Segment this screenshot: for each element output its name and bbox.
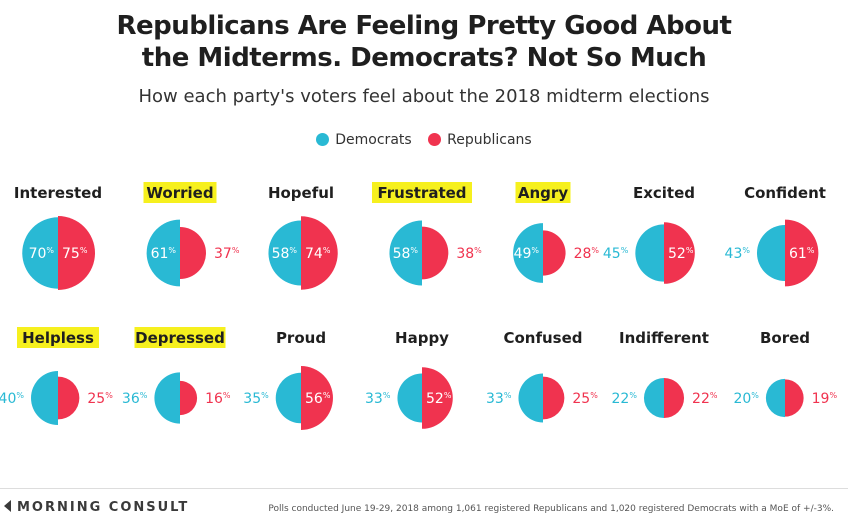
republicans-half bbox=[180, 380, 198, 416]
emotion-label: Angry bbox=[518, 184, 568, 202]
republicans-half bbox=[422, 226, 449, 280]
source-note: Polls conducted June 19-29, 2018 among 1… bbox=[268, 504, 834, 514]
brand-chevron-icon bbox=[4, 500, 11, 512]
emotion-label: Indifferent bbox=[619, 329, 709, 347]
highlight-marker bbox=[17, 327, 99, 348]
democrats-half bbox=[397, 373, 422, 423]
brand-name: MORNING CONSULT bbox=[17, 500, 190, 515]
republicans-half bbox=[543, 230, 566, 276]
democrats-half bbox=[22, 217, 58, 289]
republicans-half bbox=[785, 219, 819, 287]
democrats-half bbox=[389, 220, 422, 286]
democrats-value: 36% bbox=[122, 391, 148, 407]
republicans-half bbox=[58, 376, 80, 420]
republicans-value: 22% bbox=[692, 391, 718, 407]
republicans-value: 37% bbox=[214, 246, 240, 262]
democrats-half bbox=[513, 223, 543, 283]
brand-logo: MORNING CONSULT bbox=[4, 500, 189, 515]
emotion-label: Bored bbox=[760, 329, 810, 347]
title-line-2: the Midterms. Democrats? Not So Much bbox=[141, 43, 707, 73]
emotion-label: Depressed bbox=[135, 329, 225, 347]
emotion-label: Excited bbox=[633, 184, 695, 202]
republicans-value: 38% bbox=[456, 246, 482, 262]
democrats-half bbox=[31, 370, 58, 426]
democrats-half bbox=[275, 372, 301, 424]
title-line-1: Republicans Are Feeling Pretty Good Abou… bbox=[116, 11, 732, 41]
emotion-helpless: Helpless 40% 25% bbox=[0, 327, 113, 426]
legend-item-republicans: Republicans bbox=[428, 132, 532, 148]
emotion-label: Worried bbox=[146, 184, 213, 202]
republicans-half bbox=[301, 216, 338, 290]
emotion-label: Confident bbox=[744, 184, 826, 202]
legend-label-republicans: Republicans bbox=[447, 132, 532, 148]
republicans-half bbox=[422, 367, 453, 429]
emotion-label: Happy bbox=[395, 329, 449, 347]
republicans-value: 16% bbox=[205, 391, 231, 407]
emotion-label: Interested bbox=[14, 184, 102, 202]
democrats-half bbox=[518, 373, 543, 423]
emotion-depressed: Depressed 36% 16% bbox=[122, 327, 231, 424]
emotion-indifferent: Indifferent 22% 22% bbox=[612, 329, 718, 419]
democrats-value: 20% bbox=[733, 391, 759, 407]
highlight-marker bbox=[143, 182, 217, 203]
democrats-half bbox=[146, 219, 180, 287]
democrats-half bbox=[635, 224, 664, 282]
legend-label-democrats: Democrats bbox=[335, 132, 412, 148]
highlight-marker bbox=[372, 182, 472, 203]
republicans-value: 19% bbox=[812, 391, 838, 407]
emotion-label: Proud bbox=[276, 329, 326, 347]
democrats-value: 45% bbox=[603, 246, 629, 262]
democrats-half bbox=[756, 224, 785, 282]
democrats-half bbox=[765, 378, 785, 418]
chart-subtitle: How each party's voters feel about the 2… bbox=[138, 86, 710, 107]
emotion-label: Hopeful bbox=[268, 184, 334, 202]
republicans-half bbox=[543, 376, 565, 420]
highlight-marker bbox=[134, 327, 226, 348]
republicans-half bbox=[785, 379, 804, 417]
republicans-half bbox=[180, 227, 206, 279]
republicans-value: 28% bbox=[574, 246, 600, 262]
republicans-half bbox=[301, 366, 333, 430]
republicans-half bbox=[58, 216, 95, 290]
legend-swatch-democrats bbox=[316, 133, 330, 146]
emotion-confused: Confused 33% 25% bbox=[486, 329, 598, 423]
chart-title: Republicans Are Feeling Pretty Good Abou… bbox=[0, 10, 848, 74]
legend-item-democrats: Democrats bbox=[316, 132, 412, 148]
legend: Democrats Republicans bbox=[0, 132, 848, 148]
democrats-value: 33% bbox=[486, 391, 512, 407]
democrats-value: 33% bbox=[365, 391, 391, 407]
democrats-value: 40% bbox=[0, 391, 24, 407]
democrats-value: 35% bbox=[243, 391, 269, 407]
emotion-label: Confused bbox=[503, 329, 582, 347]
republicans-half bbox=[664, 377, 685, 419]
democrats-value: 43% bbox=[725, 246, 751, 262]
democrats-half bbox=[643, 377, 664, 419]
democrats-value: 22% bbox=[612, 391, 638, 407]
democrats-half bbox=[268, 220, 301, 286]
republicans-value: 25% bbox=[87, 391, 113, 407]
highlight-marker bbox=[515, 182, 571, 203]
republicans-value: 25% bbox=[572, 391, 598, 407]
footer-divider bbox=[0, 488, 848, 489]
democrats-half bbox=[154, 372, 180, 424]
republicans-half bbox=[664, 222, 695, 284]
legend-swatch-republicans bbox=[428, 133, 442, 146]
emotion-bored: Bored 20% 19% bbox=[733, 329, 838, 418]
emotion-label: Helpless bbox=[22, 329, 94, 347]
emotion-label: Frustrated bbox=[377, 184, 466, 202]
